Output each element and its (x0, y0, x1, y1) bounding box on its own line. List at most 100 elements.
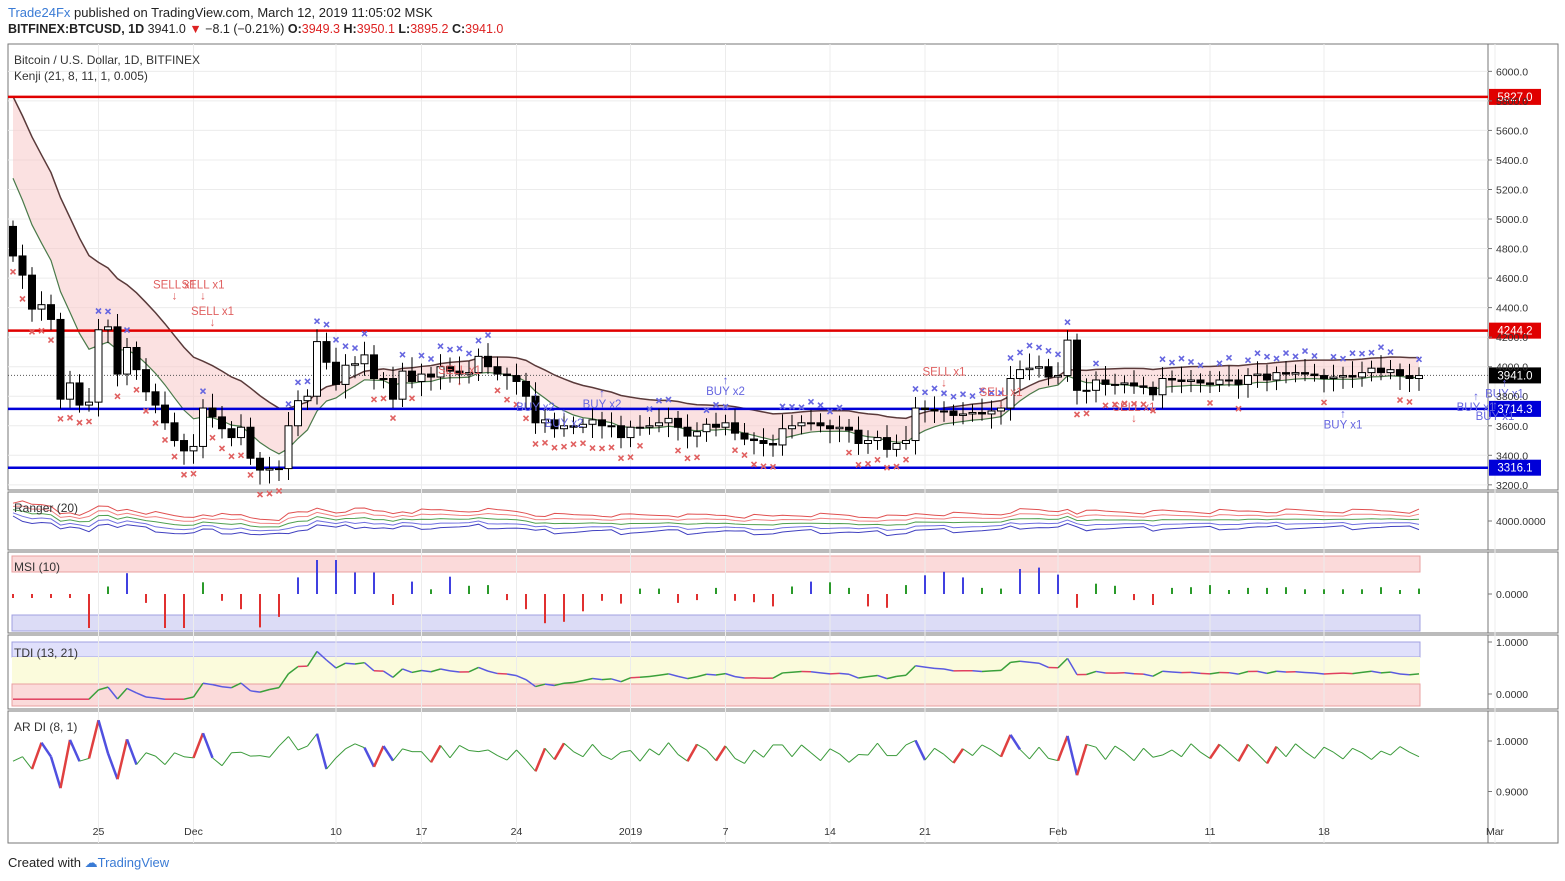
msi-bar (1076, 594, 1078, 608)
msi-bar (221, 594, 223, 601)
ardi-line-segment (563, 742, 574, 753)
candle-body (1149, 386, 1157, 396)
ardi-line-segment (278, 736, 289, 747)
candle-body (379, 378, 388, 381)
tradingview-link[interactable]: TradingView (97, 855, 170, 870)
candle-body (47, 304, 55, 320)
ardi-line-segment (240, 751, 251, 757)
pane-frame (7, 710, 1559, 844)
sell-cross-icon (180, 471, 188, 478)
candle-body (427, 373, 435, 378)
sell-cross-icon (76, 419, 83, 426)
x-tick-label: Dec (184, 826, 203, 838)
candle-body (655, 422, 663, 427)
msi-bar (126, 573, 128, 594)
candle-body (1111, 383, 1119, 386)
buy-cross-icon (399, 351, 406, 358)
support-price-label: 3714.3 (1497, 404, 1532, 416)
candle-body (180, 440, 188, 452)
sell-cross-icon (114, 393, 121, 400)
ardi-line-segment (116, 739, 129, 780)
tdi-line-segment (107, 686, 119, 700)
ardi-line-segment (97, 719, 110, 754)
price-grid (8, 44, 1496, 843)
tdi-line-segment (1162, 670, 1173, 673)
tdi-line-segment (592, 677, 603, 681)
sell-signal-label: SELL x1 (922, 367, 965, 379)
msi-bar (525, 594, 527, 610)
tdi-line-segment (430, 668, 441, 673)
buy-cross-icon (1159, 356, 1166, 363)
buy-cross-icon (978, 387, 986, 394)
msi-bar (981, 587, 983, 594)
tdi-line-segment (611, 678, 622, 683)
buy-cross-icon (959, 391, 967, 398)
tdi-line-segment (192, 682, 204, 698)
sell-cross-icon (275, 487, 283, 495)
tdi-line-segment (820, 672, 831, 675)
ardi-line-segment (1247, 744, 1258, 755)
ardi-line-segment (1124, 751, 1135, 762)
y-tick-label: 3600.0 (1496, 421, 1528, 433)
msi-bar (1342, 589, 1344, 594)
candle-body (417, 373, 426, 382)
buy-cross-icon (788, 403, 796, 410)
sell-cross-icon (731, 447, 739, 454)
msi-bar (487, 585, 489, 594)
sell-cross-icon (209, 434, 216, 441)
buy-cross-icon (427, 355, 435, 363)
ardi-line-segment (288, 736, 299, 751)
buy-cross-icon (323, 321, 330, 328)
buy-cross-icon (1387, 348, 1394, 356)
candle-body (512, 375, 521, 382)
ardi-line-segment (1086, 743, 1097, 748)
candle-body (683, 426, 692, 437)
tdi-line-segment (896, 674, 907, 678)
tdi-line-segment (620, 677, 631, 683)
sell-cross-icon (627, 454, 634, 461)
sell-cross-icon (864, 460, 872, 467)
candle-body (873, 437, 882, 442)
candle-body (37, 304, 46, 310)
candle-body (1282, 372, 1290, 375)
x-tick-label: 25 (93, 826, 105, 838)
tdi-line-segment (1019, 660, 1030, 664)
candle-body (455, 370, 464, 375)
candle-body (1139, 385, 1148, 388)
pane-frames (7, 43, 1559, 844)
ardi-line-segment (1009, 734, 1022, 751)
ardi-line-segment (668, 742, 679, 755)
candle-body (1130, 382, 1138, 387)
candle-body (968, 411, 977, 415)
tdi-line-segment (221, 685, 232, 689)
ardi-line-segment (1219, 743, 1230, 754)
candle-body (959, 413, 967, 416)
candle-body (1320, 375, 1328, 380)
candle-body (408, 370, 416, 382)
high-label: H: (343, 22, 357, 36)
sell-cross-icon (617, 455, 625, 462)
ardi-line-segment (1380, 750, 1391, 756)
candle-body (759, 440, 768, 444)
buy-cross-icon (931, 385, 938, 392)
sell-cross-icon (1140, 401, 1147, 408)
buy-cross-icon (1187, 358, 1195, 366)
tdi-upper-band (11, 641, 1421, 658)
tdi-line-segment (440, 668, 451, 672)
candle-body (835, 426, 844, 430)
tdi-line-segment (905, 665, 917, 676)
price-levels: 5827.0 4244.2 3714.3 3316.1 3941.0 (8, 88, 1541, 476)
sell-signal-label: SELL x1 (191, 306, 234, 318)
buy-cross-icon (418, 352, 425, 359)
ardi-line-segment (1152, 754, 1163, 758)
tdi-line-segment (155, 697, 166, 700)
tdi-line-segment (848, 673, 859, 679)
tradingview-logo-icon[interactable]: ☁ (84, 855, 98, 870)
sell-signal-label: SELL x1 (153, 279, 196, 291)
candle-body (1386, 369, 1395, 374)
candle-body (151, 391, 160, 406)
ardi-line-segment (1162, 749, 1173, 756)
tdi-line-segment (915, 665, 926, 668)
author-link[interactable]: Trade24Fx (8, 5, 71, 20)
